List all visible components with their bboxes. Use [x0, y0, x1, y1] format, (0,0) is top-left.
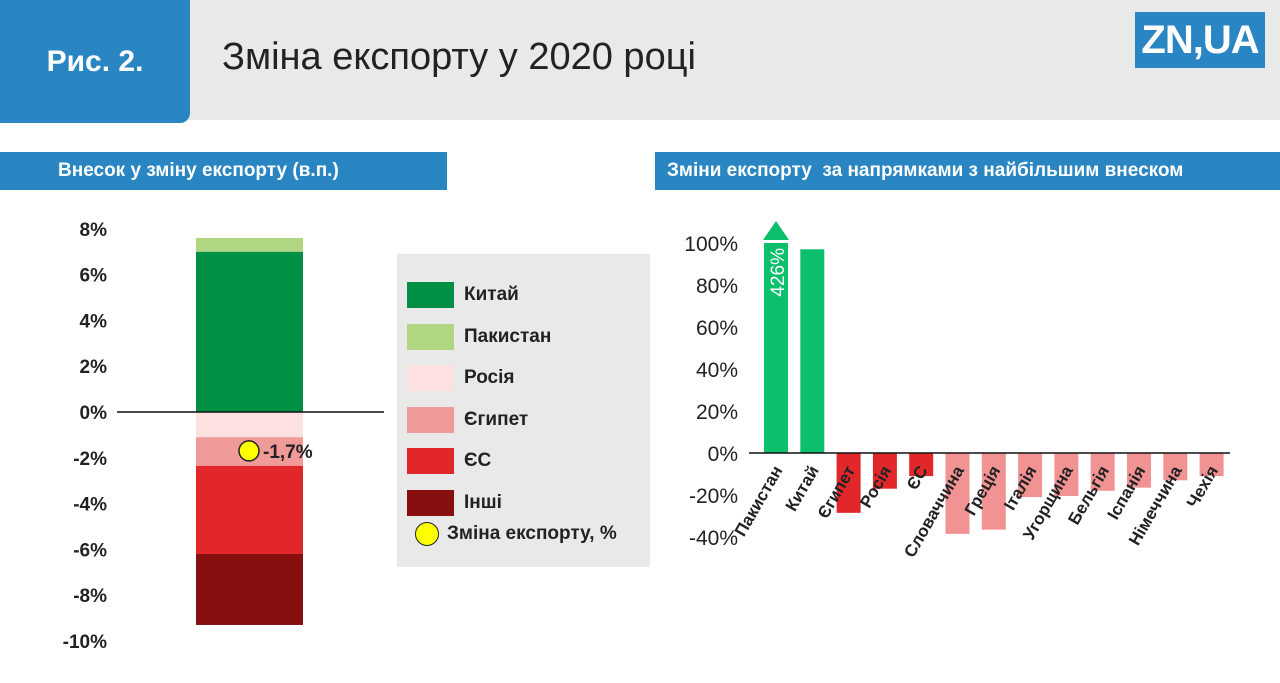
- stacked-segment-2: [196, 412, 303, 438]
- y-tick-label: 6%: [80, 266, 108, 287]
- marker-label: -1,7%: [263, 442, 313, 463]
- export-change-marker: [238, 440, 260, 462]
- legend-label: Пакистан: [464, 325, 552, 347]
- legend-swatch: [407, 448, 454, 474]
- legend-label: Зміна експорту, %: [447, 523, 617, 544]
- y-tick-label: 4%: [80, 311, 108, 332]
- legend-item: Єгипет: [407, 406, 529, 433]
- bar-3: [872, 453, 897, 489]
- legend-item: Інші: [407, 489, 502, 516]
- y-tick-label: -4%: [73, 495, 107, 516]
- bar-7: [1018, 453, 1043, 498]
- y-tick-label: -6%: [73, 540, 107, 561]
- legend-item-marker: Зміна експорту, %: [407, 522, 617, 546]
- stacked-segment-0: [196, 251, 303, 412]
- stacked-segment-4: [196, 465, 303, 554]
- legend-swatch: [407, 365, 454, 391]
- bar-11: [1163, 453, 1188, 481]
- y-tick-label: -10%: [63, 632, 107, 653]
- figure-label: Рис. 2.: [0, 0, 190, 123]
- bar-9: [1090, 453, 1115, 491]
- y-tick-label: -8%: [73, 586, 107, 607]
- bar-5: [945, 453, 970, 534]
- legend-label: Китай: [464, 284, 519, 305]
- page-title: Зміна експорту у 2020 році: [222, 36, 696, 78]
- overflow-arrow-icon: [763, 221, 789, 240]
- bar-0: [764, 243, 788, 453]
- legend-item: Росія: [407, 365, 515, 391]
- legend: Китай Пакистан Росія Єгипет ЄС Інші Зміна екс…: [397, 254, 650, 567]
- legend-swatch: [407, 323, 454, 350]
- legend-label: Єгипет: [464, 408, 529, 430]
- legend-label: Росія: [464, 367, 515, 388]
- header-band: [0, 0, 1280, 120]
- legend-item: Китай: [407, 282, 519, 308]
- y-tick-label: 80%: [696, 275, 738, 298]
- y-tick-label: 0%: [708, 443, 738, 466]
- bar-4: [909, 453, 934, 477]
- y-tick-label: -2%: [73, 449, 107, 470]
- legend-item: ЄС: [407, 448, 491, 474]
- bar-12: [1199, 453, 1224, 477]
- overflow-value-label: 426%: [768, 248, 789, 297]
- y-tick-label: 20%: [696, 401, 738, 424]
- y-tick-label: 60%: [696, 317, 738, 340]
- right-chart-title: Зміни експорту за напрямками з найбільши…: [655, 152, 1280, 190]
- legend-item: Пакистан: [407, 323, 552, 350]
- x-tick-label: Пакистан: [731, 463, 787, 540]
- bar-10: [1127, 453, 1151, 488]
- legend-label: ЄС: [464, 450, 492, 471]
- y-tick-label: -20%: [689, 485, 738, 508]
- x-tick-label: Чехія: [1183, 463, 1222, 512]
- bar-6: [981, 453, 1006, 530]
- legend-swatch: [407, 489, 454, 516]
- legend-swatch: [407, 406, 454, 433]
- left-chart-title: Внесок у зміну експорту (в.п.): [0, 152, 447, 190]
- y-tick-label: -40%: [689, 527, 738, 550]
- y-tick-label: 100%: [684, 233, 738, 256]
- legend-swatch: [407, 282, 454, 308]
- yellow-dot-icon: [415, 522, 439, 546]
- stacked-segment-1: [196, 237, 303, 252]
- stacked-segment-5: [196, 553, 303, 625]
- y-tick-label: 8%: [80, 220, 108, 241]
- bar-8: [1054, 453, 1079, 497]
- y-tick-label: 0%: [80, 403, 108, 424]
- bar-1: [800, 249, 825, 453]
- y-tick-label: 2%: [80, 357, 108, 378]
- legend-label: Інші: [464, 491, 502, 513]
- zn-ua-logo: ZN,UA: [1135, 12, 1265, 68]
- bar-2: [836, 453, 861, 513]
- y-tick-label: 40%: [696, 359, 738, 382]
